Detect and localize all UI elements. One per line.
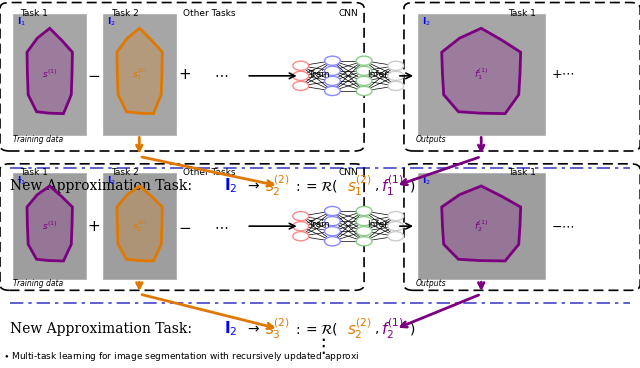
Text: $:=\mathcal{R}($: $:=\mathcal{R}($ <box>293 178 339 194</box>
Circle shape <box>356 86 372 96</box>
Circle shape <box>388 222 404 231</box>
Text: $\mathbf{I}_2$: $\mathbf{I}_2$ <box>107 175 116 187</box>
Polygon shape <box>442 186 521 261</box>
Polygon shape <box>27 28 72 114</box>
Text: Training data: Training data <box>13 279 63 288</box>
Text: Outputs: Outputs <box>416 135 447 144</box>
FancyBboxPatch shape <box>418 173 545 279</box>
Text: Other Tasks: Other Tasks <box>182 167 235 177</box>
Circle shape <box>388 71 404 81</box>
Text: $+$: $+$ <box>87 219 100 234</box>
Circle shape <box>356 237 372 246</box>
Circle shape <box>293 61 308 70</box>
FancyBboxPatch shape <box>103 173 176 279</box>
Circle shape <box>324 216 340 226</box>
Text: $s_2^{(2)}$: $s_2^{(2)}$ <box>132 218 147 234</box>
Circle shape <box>293 212 308 221</box>
Text: $\to$: $\to$ <box>245 322 260 336</box>
Text: $\cdots$: $\cdots$ <box>214 67 228 81</box>
Text: $\mathbf{I}_1$: $\mathbf{I}_1$ <box>17 175 26 187</box>
Text: $f_2^{(1)}$: $f_2^{(1)}$ <box>474 218 488 234</box>
Text: $+$: $+$ <box>179 67 191 82</box>
Circle shape <box>324 227 340 236</box>
FancyBboxPatch shape <box>103 14 176 135</box>
Text: $s_2^{(2)}$: $s_2^{(2)}$ <box>265 173 289 198</box>
Text: Task 1: Task 1 <box>508 9 536 18</box>
Text: Infer: Infer <box>367 70 388 78</box>
Text: $:=\mathcal{R}($: $:=\mathcal{R}($ <box>293 321 339 337</box>
Text: $-\cdots$: $-\cdots$ <box>552 220 575 233</box>
Circle shape <box>324 237 340 246</box>
Text: $,$: $,$ <box>374 322 379 336</box>
Text: $s_1^{(2)}$: $s_1^{(2)}$ <box>347 173 372 198</box>
Circle shape <box>388 232 404 241</box>
Text: $\bullet$ Multi-task learning for image segmentation with recursively updated ap: $\bullet$ Multi-task learning for image … <box>3 350 360 363</box>
Text: Task 2: Task 2 <box>111 9 139 18</box>
Text: $\to$: $\to$ <box>245 179 260 193</box>
Text: $s_3^{(2)}$: $s_3^{(2)}$ <box>265 316 289 341</box>
Circle shape <box>356 216 372 226</box>
Circle shape <box>388 212 404 221</box>
Text: Task 2: Task 2 <box>111 167 139 177</box>
Text: $-$: $-$ <box>87 67 100 82</box>
Text: $,$: $,$ <box>374 179 379 193</box>
Circle shape <box>324 86 340 96</box>
Text: Infer: Infer <box>367 220 388 229</box>
Circle shape <box>356 227 372 236</box>
Text: $s^{(1)}$: $s^{(1)}$ <box>42 68 58 80</box>
Text: $f_2^{(1)}$: $f_2^{(1)}$ <box>381 316 404 341</box>
Text: Train: Train <box>308 70 330 78</box>
Text: $s_2^{(2)}$: $s_2^{(2)}$ <box>347 316 372 341</box>
Circle shape <box>356 56 372 65</box>
Circle shape <box>356 76 372 85</box>
Text: Training data: Training data <box>13 135 63 144</box>
FancyBboxPatch shape <box>13 173 86 279</box>
Text: $\mathbf{I}_2$: $\mathbf{I}_2$ <box>223 177 237 195</box>
Text: Train: Train <box>308 220 330 229</box>
Text: Task 1: Task 1 <box>20 167 47 177</box>
Text: CNN: CNN <box>339 167 358 177</box>
Circle shape <box>324 56 340 65</box>
Polygon shape <box>117 186 163 261</box>
Circle shape <box>356 66 372 75</box>
Text: $\mathbf{I}_2$: $\mathbf{I}_2$ <box>107 15 116 28</box>
Text: $\mathbf{I}_1$: $\mathbf{I}_1$ <box>17 15 26 28</box>
Text: $f_1^{(1)}$: $f_1^{(1)}$ <box>381 173 404 198</box>
Circle shape <box>293 81 308 91</box>
Polygon shape <box>117 28 163 114</box>
Text: Task 1: Task 1 <box>508 167 536 177</box>
Text: New Approximation Task:: New Approximation Task: <box>10 179 191 193</box>
Circle shape <box>293 222 308 231</box>
FancyBboxPatch shape <box>13 14 86 135</box>
Text: $)$: $)$ <box>409 178 415 194</box>
Polygon shape <box>442 28 521 114</box>
Text: Other Tasks: Other Tasks <box>182 9 235 18</box>
Text: $\vdots$: $\vdots$ <box>314 336 326 356</box>
Circle shape <box>388 81 404 91</box>
Text: $+\cdots$: $+\cdots$ <box>552 67 575 81</box>
Text: $s^{(1)}$: $s^{(1)}$ <box>42 220 58 232</box>
Text: $\mathbf{I}_2$: $\mathbf{I}_2$ <box>422 175 431 187</box>
FancyBboxPatch shape <box>418 14 545 135</box>
Text: $s_1^{(2)}$: $s_1^{(2)}$ <box>132 66 147 82</box>
Text: Task 1: Task 1 <box>20 9 47 18</box>
Circle shape <box>293 71 308 81</box>
Text: $\cdots$: $\cdots$ <box>214 219 228 233</box>
Text: $\mathbf{I}_2$: $\mathbf{I}_2$ <box>422 15 431 28</box>
Text: $)$: $)$ <box>409 321 415 337</box>
Circle shape <box>356 206 372 216</box>
Text: CNN: CNN <box>339 9 358 18</box>
Circle shape <box>324 76 340 85</box>
Text: Outputs: Outputs <box>416 279 447 288</box>
Text: $-$: $-$ <box>179 219 191 234</box>
Circle shape <box>293 232 308 241</box>
Circle shape <box>388 61 404 70</box>
Text: $f_1^{(1)}$: $f_1^{(1)}$ <box>474 66 488 82</box>
Circle shape <box>324 66 340 75</box>
Polygon shape <box>27 186 72 261</box>
Text: $\mathbf{I}_2$: $\mathbf{I}_2$ <box>223 319 237 338</box>
Circle shape <box>324 206 340 216</box>
Text: New Approximation Task:: New Approximation Task: <box>10 322 191 336</box>
